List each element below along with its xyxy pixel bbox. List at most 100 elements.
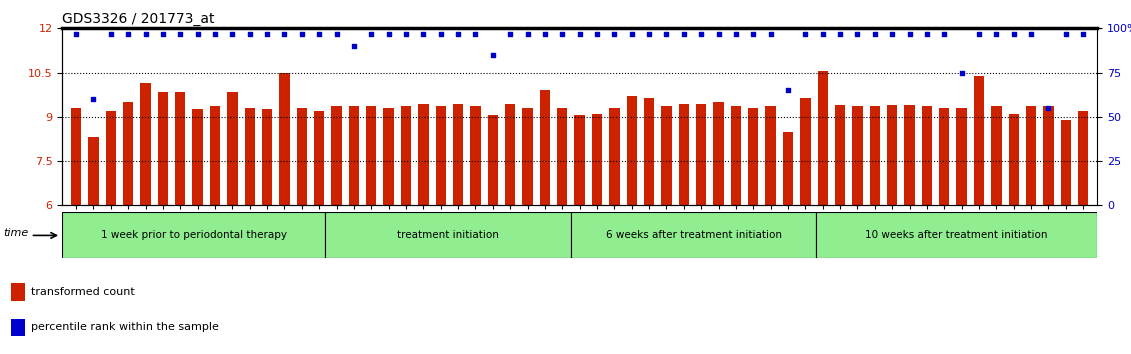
FancyBboxPatch shape bbox=[571, 212, 817, 258]
Point bbox=[466, 31, 484, 36]
Bar bbox=[452, 104, 464, 205]
Bar bbox=[800, 98, 811, 205]
Point bbox=[414, 31, 432, 36]
Bar bbox=[1026, 107, 1036, 205]
Bar bbox=[157, 92, 169, 205]
Bar bbox=[123, 102, 133, 205]
Point bbox=[345, 43, 363, 49]
Point bbox=[952, 70, 970, 75]
Bar bbox=[627, 96, 637, 205]
Bar bbox=[244, 108, 254, 205]
Point bbox=[223, 31, 241, 36]
Text: 6 weeks after treatment initiation: 6 weeks after treatment initiation bbox=[605, 230, 782, 240]
Point bbox=[727, 31, 745, 36]
Point bbox=[102, 31, 120, 36]
Point bbox=[571, 31, 589, 36]
Point bbox=[189, 31, 207, 36]
Bar bbox=[575, 115, 585, 205]
Text: percentile rank within the sample: percentile rank within the sample bbox=[31, 322, 219, 332]
Point bbox=[171, 31, 189, 36]
Bar bbox=[679, 104, 689, 205]
Bar bbox=[523, 108, 533, 205]
Point bbox=[119, 31, 137, 36]
Bar bbox=[504, 104, 516, 205]
Text: time: time bbox=[3, 228, 28, 238]
Bar bbox=[400, 107, 412, 205]
Point bbox=[1039, 105, 1057, 111]
Point bbox=[536, 31, 554, 36]
Bar bbox=[610, 108, 620, 205]
Bar bbox=[1078, 111, 1088, 205]
Point bbox=[761, 31, 779, 36]
Text: 1 week prior to periodontal therapy: 1 week prior to periodontal therapy bbox=[101, 230, 287, 240]
Bar bbox=[88, 137, 98, 205]
Point bbox=[206, 31, 224, 36]
Bar bbox=[105, 111, 116, 205]
Point bbox=[605, 31, 623, 36]
Bar bbox=[1043, 107, 1054, 205]
Point bbox=[588, 31, 606, 36]
Point bbox=[779, 87, 797, 93]
Text: treatment initiation: treatment initiation bbox=[397, 230, 499, 240]
FancyBboxPatch shape bbox=[817, 212, 1097, 258]
Text: GDS3326 / 201773_at: GDS3326 / 201773_at bbox=[62, 12, 215, 26]
Bar bbox=[835, 105, 845, 205]
Point bbox=[675, 31, 693, 36]
Point bbox=[293, 31, 311, 36]
Point bbox=[987, 31, 1005, 36]
Point bbox=[154, 31, 172, 36]
Point bbox=[796, 31, 814, 36]
Point bbox=[692, 31, 710, 36]
Bar bbox=[11, 319, 25, 336]
Bar bbox=[783, 132, 793, 205]
Bar bbox=[870, 107, 880, 205]
Bar bbox=[487, 115, 498, 205]
Bar bbox=[331, 107, 342, 205]
Text: transformed count: transformed count bbox=[31, 287, 135, 297]
Point bbox=[397, 31, 415, 36]
Bar bbox=[314, 111, 325, 205]
Bar bbox=[592, 114, 602, 205]
Point bbox=[137, 31, 155, 36]
Bar bbox=[140, 83, 150, 205]
Point bbox=[1056, 31, 1074, 36]
Point bbox=[744, 31, 762, 36]
Bar bbox=[714, 102, 724, 205]
Bar bbox=[853, 107, 863, 205]
Bar bbox=[1009, 114, 1019, 205]
Bar bbox=[71, 108, 81, 205]
Point bbox=[85, 96, 103, 102]
Bar bbox=[696, 104, 707, 205]
Bar bbox=[296, 108, 307, 205]
Point bbox=[310, 31, 328, 36]
Bar bbox=[766, 107, 776, 205]
Bar bbox=[644, 98, 655, 205]
Bar bbox=[558, 108, 568, 205]
Point bbox=[67, 31, 85, 36]
Bar bbox=[974, 75, 984, 205]
Bar bbox=[957, 108, 967, 205]
Point bbox=[640, 31, 658, 36]
Bar bbox=[383, 108, 394, 205]
Bar bbox=[662, 107, 672, 205]
Bar bbox=[11, 283, 25, 301]
Point bbox=[900, 31, 918, 36]
Bar bbox=[818, 71, 828, 205]
Point bbox=[449, 31, 467, 36]
Bar bbox=[939, 108, 950, 205]
FancyBboxPatch shape bbox=[326, 212, 571, 258]
Point bbox=[865, 31, 883, 36]
Point bbox=[623, 31, 641, 36]
Point bbox=[657, 31, 675, 36]
Bar bbox=[470, 107, 481, 205]
Point bbox=[258, 31, 276, 36]
Bar bbox=[262, 109, 273, 205]
Bar bbox=[227, 92, 238, 205]
Bar bbox=[748, 108, 759, 205]
Bar bbox=[175, 92, 185, 205]
Bar bbox=[731, 107, 741, 205]
Point bbox=[935, 31, 953, 36]
Bar bbox=[192, 109, 202, 205]
Bar bbox=[209, 107, 221, 205]
Bar bbox=[905, 105, 915, 205]
